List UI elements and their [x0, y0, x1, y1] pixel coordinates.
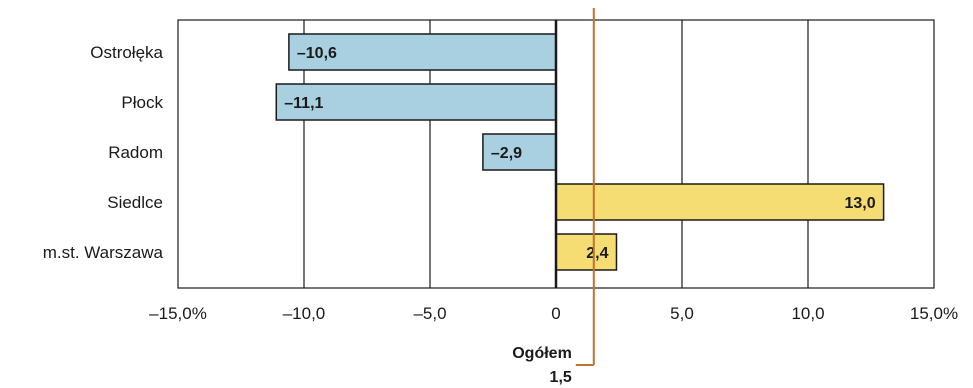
x-tick-label: 15,0% [910, 304, 958, 323]
data-label: –10,6 [297, 45, 337, 62]
category-label: Ostrołęka [90, 43, 163, 62]
reference-value-label: 1,5 [550, 369, 572, 386]
x-tick-label: 0 [551, 304, 560, 323]
bar [275, 83, 557, 121]
tick-labels: –15,0% –10,0 –5,0 0 5,0 10,0 15,0% [149, 304, 958, 323]
x-tick-label: –5,0 [413, 304, 446, 323]
bar [288, 33, 557, 71]
reference-label: Ogółem [512, 345, 572, 362]
reference-line-group: Ogółem 1,5 [512, 8, 595, 386]
data-label: 13,0 [844, 195, 875, 212]
data-label: –11,1 [284, 95, 323, 112]
category-label: m.st. Warszawa [43, 243, 164, 262]
x-tick-label: –15,0% [149, 304, 207, 323]
bars: –10,6 –11,1 –2,9 13,0 2,4 [275, 33, 885, 271]
x-tick-label: 5,0 [670, 304, 694, 323]
data-label: –2,9 [491, 145, 522, 162]
category-label: Siedlce [107, 193, 163, 212]
data-label: 2,4 [586, 245, 608, 262]
category-labels: Ostrołęka Płock Radom Siedlce m.st. Warszawa [43, 43, 164, 262]
bar [555, 183, 885, 221]
category-label: Płock [121, 93, 163, 112]
category-label: Radom [108, 143, 163, 162]
x-tick-label: 10,0 [791, 304, 824, 323]
x-tick-label: –10,0 [283, 304, 326, 323]
